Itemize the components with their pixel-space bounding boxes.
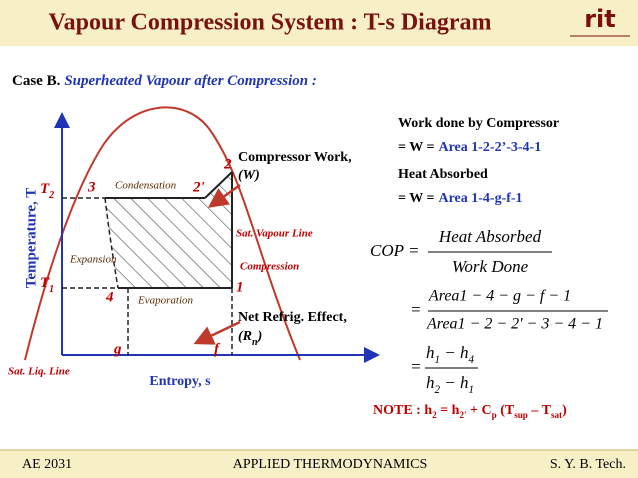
subscript: 2 xyxy=(432,410,437,420)
net-refrig-1: Net Refrig. Effect, xyxy=(238,310,347,325)
work-arrow xyxy=(207,183,241,208)
text-run: − h xyxy=(440,343,468,362)
rn-sub: n xyxy=(252,337,258,348)
t2-label: T2 xyxy=(40,181,54,200)
header-bar xyxy=(0,0,638,46)
net-refrig-2: (Rn) xyxy=(238,329,262,348)
subscript: 1 xyxy=(434,354,440,366)
subtitle: Case B. Superheated Vapour after Compress… xyxy=(12,73,317,89)
subscript: 2' xyxy=(459,410,466,420)
expansion-label: Expansion xyxy=(69,254,117,266)
footer-center: APPLIED THERMODYNAMICS xyxy=(233,457,428,472)
footer-left: AE 2031 xyxy=(22,457,72,472)
sat-liquid-label: Sat. Liq. Line xyxy=(8,366,70,378)
cop-lhs: COP = xyxy=(370,241,419,260)
heat-eq-area: Area 1-4-g-f-1 xyxy=(438,191,522,206)
hatched-area xyxy=(105,172,232,288)
compression-label: Compression xyxy=(240,261,299,273)
subscript: 4 xyxy=(468,354,474,366)
t1-base: T xyxy=(40,275,50,291)
cop-eq2: = xyxy=(410,300,421,319)
t1-label: T1 xyxy=(40,275,54,294)
rn-open: (R xyxy=(238,329,252,344)
y-axis-label: Temperature, T xyxy=(23,188,39,289)
subscript: 1 xyxy=(468,384,474,396)
evaporation-label: Evaporation xyxy=(137,295,193,307)
work-heading: Work done by Compressor xyxy=(398,116,559,131)
compressor-work-2: (W) xyxy=(238,168,260,183)
text-run: h xyxy=(424,403,432,418)
cop-den3: h2 − h1 xyxy=(426,373,474,396)
cop-num: Heat Absorbed xyxy=(438,227,542,246)
text-run: h xyxy=(426,373,435,392)
sat-vapour-label: Sat. Vapour Line xyxy=(236,228,313,240)
t2-base: T xyxy=(40,181,50,197)
compressor-work-1: Compressor Work, xyxy=(238,150,352,165)
point-3: 3 xyxy=(87,179,96,195)
case-text: Superheated Vapour after Compression : xyxy=(64,73,317,89)
cop-num3: h1 − h4 xyxy=(426,343,475,366)
cop-den: Work Done xyxy=(452,257,529,276)
text-run: ) xyxy=(562,403,567,418)
subscript: sup xyxy=(514,410,528,420)
expansion-line xyxy=(104,197,119,289)
footer-bar xyxy=(0,450,638,478)
work-eq: = W = Area 1-2-2’-3-4-1 xyxy=(398,140,541,155)
text-run: h xyxy=(426,343,435,362)
title: Vapour Compression System : T-s Diagram xyxy=(49,10,492,36)
point-g: g xyxy=(113,341,122,357)
condensation-label: Condensation xyxy=(115,180,177,192)
rn-close: ) xyxy=(256,329,263,344)
heat-eq: = W = Area 1-4-g-f-1 xyxy=(398,191,523,206)
text-run: + C xyxy=(467,403,492,418)
text-run: NOTE : xyxy=(373,403,424,418)
work-eq-prefix: = W = xyxy=(398,140,434,155)
heat-heading: Heat Absorbed xyxy=(398,167,488,182)
point-2: 2 xyxy=(223,156,232,172)
subscript: 2 xyxy=(434,384,440,396)
point-2prime: 2' xyxy=(192,179,205,195)
cop-eq3: = xyxy=(410,357,421,376)
point-1: 1 xyxy=(236,279,244,295)
t1-sub: 1 xyxy=(49,284,54,295)
subscript: p xyxy=(492,410,497,420)
text-run: = h xyxy=(437,403,460,418)
footer-right: S. Y. B. Tech. xyxy=(550,457,626,472)
subscript: sat xyxy=(551,410,562,420)
saturation-dome xyxy=(24,106,301,361)
refrig-arrow xyxy=(193,320,241,345)
text-run: – T xyxy=(528,403,552,418)
case: Case B. xyxy=(12,73,61,89)
heat-eq-prefix: = W = xyxy=(398,191,434,206)
t2-sub: 2 xyxy=(48,190,54,201)
text-run: (T xyxy=(497,403,515,418)
text-run: − h xyxy=(440,373,468,392)
point-4: 4 xyxy=(105,289,114,305)
cop-num2: Area1 − 4 − g − f − 1 xyxy=(428,288,571,305)
cop-den2: Area1 − 2 − 2' − 3 − 4 − 1 xyxy=(426,316,603,333)
work-eq-area: Area 1-2-2’-3-4-1 xyxy=(438,140,541,155)
logo: rit xyxy=(584,5,616,33)
note: NOTE : h2 = h2' + Cp (Tsup – Tsat) xyxy=(373,403,567,420)
point-f: f xyxy=(214,341,221,357)
x-axis-label: Entropy, s xyxy=(149,374,211,389)
